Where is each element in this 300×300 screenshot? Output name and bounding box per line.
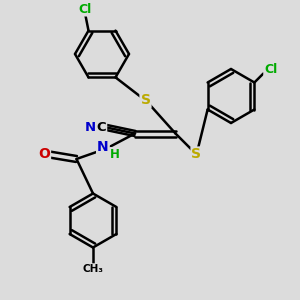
Text: C: C	[97, 121, 106, 134]
Text: S: S	[191, 148, 202, 161]
Text: N: N	[84, 121, 96, 134]
Text: S: S	[140, 94, 151, 107]
Text: Cl: Cl	[78, 2, 92, 16]
Text: N: N	[97, 140, 109, 154]
Text: Cl: Cl	[264, 63, 278, 76]
Text: O: O	[38, 148, 50, 161]
Text: CH₃: CH₃	[82, 264, 103, 274]
Text: H: H	[110, 148, 120, 161]
